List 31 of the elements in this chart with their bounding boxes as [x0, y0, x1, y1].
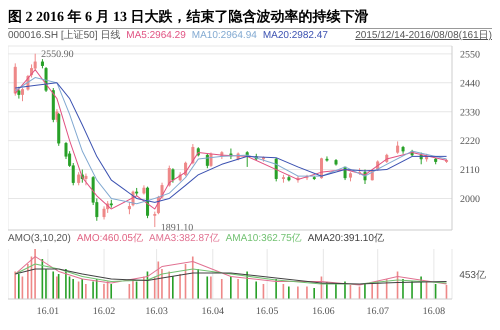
y-tick-label: 2550 [460, 49, 480, 60]
y-tick-label: 2220 [460, 136, 480, 148]
x-tick-label: 16.03 [145, 306, 168, 318]
text: 453亿 [459, 269, 486, 282]
text: MA10:2964.94 [192, 29, 257, 42]
x-tick-label: 16.04 [202, 306, 224, 318]
y-tick-label: 2110 [460, 165, 480, 176]
candlestick [135, 187, 138, 196]
candlestick [110, 199, 113, 208]
text: AMA10:362.75亿 [226, 232, 302, 245]
annotation: 1891.10 [160, 222, 194, 234]
chart-title: 图 2 2016 年 6 月 13 日大跌，结束了隐含波动率的持续下滑 [8, 8, 492, 29]
x-tick-label: 16.08 [422, 306, 446, 318]
candlestick [434, 157, 438, 165]
text: MA20:2982.47 [262, 29, 328, 42]
x-tick-label: 16.01 [36, 306, 60, 318]
text: AMA3:382.87亿 [148, 232, 220, 245]
text: AMO:460.05亿 [76, 232, 143, 245]
y-tick-label: 2000 [460, 194, 480, 206]
x-tick-label: 16.07 [366, 306, 389, 318]
x-tick-label: 16.02 [92, 306, 116, 318]
chart-subtitle: 000016.SH [上证50] 日线 [8, 29, 120, 42]
x-tick-label: 16.05 [256, 306, 278, 318]
text: 2015/12/14-2016/08/08(161日) [355, 30, 492, 41]
y-tick-label: 2440 [460, 78, 480, 90]
text: MA5:2964.29 [126, 29, 186, 42]
text: AMA20:391.10亿 [308, 232, 384, 245]
annotation: 2550.90 [41, 49, 74, 60]
text: AMO(3,10,20) [8, 232, 71, 245]
y-tick-label: 2330 [460, 107, 480, 118]
x-tick-label: 16.06 [312, 306, 335, 318]
